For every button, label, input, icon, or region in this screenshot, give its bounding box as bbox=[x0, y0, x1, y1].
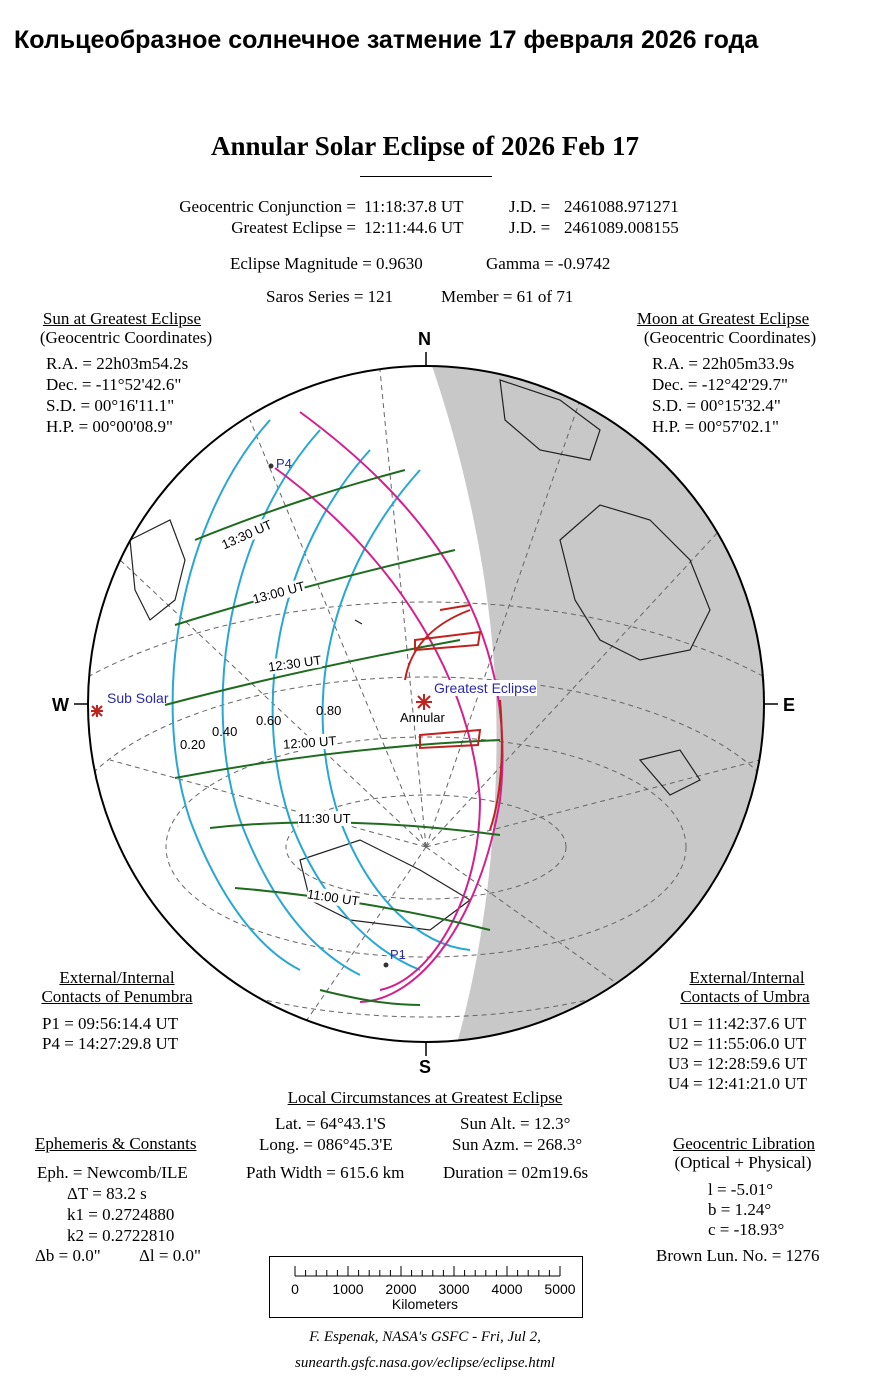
sun-sd: S.D. = 00°16'11.1" bbox=[46, 396, 175, 415]
saros-series: Saros Series = 121 bbox=[266, 287, 394, 306]
annular-label: Annular bbox=[400, 710, 445, 725]
libration-subtitle: (Optical + Physical) bbox=[674, 1153, 812, 1172]
sun-dec: Dec. = -11°52'42.6" bbox=[46, 375, 182, 394]
greatest-time: 12:11:44.6 UT bbox=[364, 218, 464, 237]
eclipse-title: Annular Solar Eclipse of 2026 Feb 17 bbox=[210, 131, 640, 161]
time-label-1130: 11:30 UT bbox=[298, 811, 351, 826]
p4-marker bbox=[268, 463, 274, 469]
local-lat: Lat. = 64°43.1'S bbox=[275, 1114, 387, 1133]
ephem-k1: k1 = 0.2724880 bbox=[67, 1205, 175, 1224]
conj-jd: 2461088.971271 bbox=[564, 197, 679, 216]
p1-marker bbox=[383, 962, 389, 968]
footer-credit: F. Espenak, NASA's GSFC - Fri, Jul 2, bbox=[309, 1329, 541, 1345]
scale-tick-5000: 5000 bbox=[544, 1281, 576, 1297]
saros-member: Member = 61 of 71 bbox=[441, 287, 574, 306]
libration-title: Geocentric Libration bbox=[672, 1134, 816, 1153]
ephem-title: Ephemeris & Constants bbox=[35, 1134, 197, 1153]
gamma: Gamma = -0.9742 bbox=[486, 254, 611, 273]
footer-url: sunearth.gsfc.nasa.gov/eclipse/eclipse.h… bbox=[295, 1355, 555, 1371]
greatest-eclipse-marker bbox=[416, 694, 432, 710]
eclipse-magnitude: Eclipse Magnitude = 0.9630 bbox=[230, 254, 423, 273]
page-title-ru: Кольцеобразное солнечное затмение 17 фев… bbox=[14, 26, 759, 54]
sun-ra: R.A. = 22h03m54.2s bbox=[46, 354, 189, 373]
libration-c: c = -18.93° bbox=[708, 1220, 785, 1239]
mag-label-080: 0.80 bbox=[316, 703, 342, 718]
local-long: Long. = 086°45.3'E bbox=[259, 1135, 393, 1154]
sun-subtitle: (Geocentric Coordinates) bbox=[39, 328, 213, 347]
ephem-db: Δb = 0.0" bbox=[35, 1246, 101, 1265]
brown-lunation: Brown Lun. No. = 1276 bbox=[656, 1246, 820, 1265]
penumbra-p1: P1 = 09:56:14.4 UT bbox=[42, 1014, 179, 1033]
libration-b: b = 1.24° bbox=[708, 1200, 772, 1219]
moon-title: Moon at Greatest Eclipse bbox=[636, 309, 810, 328]
ephem-k2: k2 = 0.2722810 bbox=[67, 1226, 175, 1245]
conj-label: Geocentric Conjunction = bbox=[179, 197, 356, 216]
moon-ra: R.A. = 22h05m33.9s bbox=[652, 354, 795, 373]
local-title: Local Circumstances at Greatest Eclipse bbox=[287, 1088, 563, 1107]
west-label: W bbox=[52, 695, 69, 715]
greatest-jd-label: J.D. = bbox=[509, 218, 551, 237]
scale-tick-3000: 3000 bbox=[438, 1281, 470, 1297]
sun-hp: H.P. = 00°00'08.9" bbox=[46, 417, 173, 436]
umbra-u2: U2 = 11:55:06.0 UT bbox=[668, 1034, 807, 1053]
ephem-dt: ΔT = 83.2 s bbox=[67, 1184, 147, 1203]
eclipse-globe-map bbox=[74, 352, 778, 1056]
scale-bar-box bbox=[269, 1256, 583, 1318]
south-label: S bbox=[419, 1057, 432, 1077]
sub-solar-label: Sub Solar bbox=[107, 690, 169, 706]
scale-tick-2000: 2000 bbox=[385, 1281, 417, 1297]
conj-jd-label: J.D. = bbox=[509, 197, 551, 216]
moon-hp: H.P. = 00°57'02.1" bbox=[652, 417, 779, 436]
mag-label-060: 0.60 bbox=[256, 713, 282, 728]
penumbra-title1: External/Internal bbox=[59, 968, 175, 987]
sub-solar-marker bbox=[91, 705, 103, 717]
conj-time: 11:18:37.8 UT bbox=[364, 197, 464, 216]
umbra-path bbox=[404, 604, 503, 831]
ephem-dl: Δl = 0.0" bbox=[139, 1246, 201, 1265]
scale-tick-0: 0 bbox=[291, 1281, 299, 1297]
moon-sd: S.D. = 00°15'32.4" bbox=[652, 396, 781, 415]
scale-tick-1000: 1000 bbox=[332, 1281, 364, 1297]
time-lines bbox=[164, 469, 501, 1006]
penumbra-limits bbox=[274, 411, 504, 1003]
north-label: N bbox=[418, 329, 431, 349]
penumbra-title2: Contacts of Penumbra bbox=[41, 987, 193, 1006]
scale-unit: Kilometers bbox=[391, 1296, 459, 1312]
sun-title: Sun at Greatest Eclipse bbox=[42, 309, 202, 328]
umbra-u4: U4 = 12:41:21.0 UT bbox=[668, 1074, 807, 1093]
umbra-u3: U3 = 12:28:59.6 UT bbox=[668, 1054, 807, 1073]
libration-l: l = -5.01° bbox=[708, 1180, 774, 1199]
umbra-title1: External/Internal bbox=[689, 968, 805, 987]
local-sun-alt: Sun Alt. = 12.3° bbox=[460, 1114, 571, 1133]
local-sun-azm: Sun Azm. = 268.3° bbox=[452, 1135, 583, 1154]
mag-label-040: 0.40 bbox=[212, 724, 238, 739]
moon-dec: Dec. = -12°42'29.7" bbox=[652, 375, 788, 394]
night-shading bbox=[430, 366, 764, 1042]
greatest-label: Greatest Eclipse = bbox=[231, 218, 356, 237]
scale-tick-4000: 4000 bbox=[491, 1281, 523, 1297]
mag-label-020: 0.20 bbox=[180, 737, 206, 752]
greatest-jd: 2461089.008155 bbox=[564, 218, 679, 237]
penumbra-p4: P4 = 14:27:29.8 UT bbox=[42, 1034, 179, 1053]
umbra-u1: U1 = 11:42:37.6 UT bbox=[668, 1014, 807, 1033]
east-label: E bbox=[783, 695, 796, 715]
ephem-eph: Eph. = Newcomb/ILE bbox=[37, 1163, 188, 1182]
local-path-width: Path Width = 615.6 km bbox=[246, 1163, 405, 1182]
greatest-eclipse-label: Greatest Eclipse bbox=[434, 680, 537, 696]
scale-bar-ruler bbox=[294, 1266, 561, 1277]
umbra-title2: Contacts of Umbra bbox=[680, 987, 810, 1006]
local-duration: Duration = 02m19.6s bbox=[443, 1163, 589, 1182]
title-rule bbox=[360, 176, 492, 177]
moon-subtitle: (Geocentric Coordinates) bbox=[643, 328, 817, 347]
p1-label: P1 bbox=[390, 947, 406, 962]
p4-label: P4 bbox=[276, 456, 292, 471]
